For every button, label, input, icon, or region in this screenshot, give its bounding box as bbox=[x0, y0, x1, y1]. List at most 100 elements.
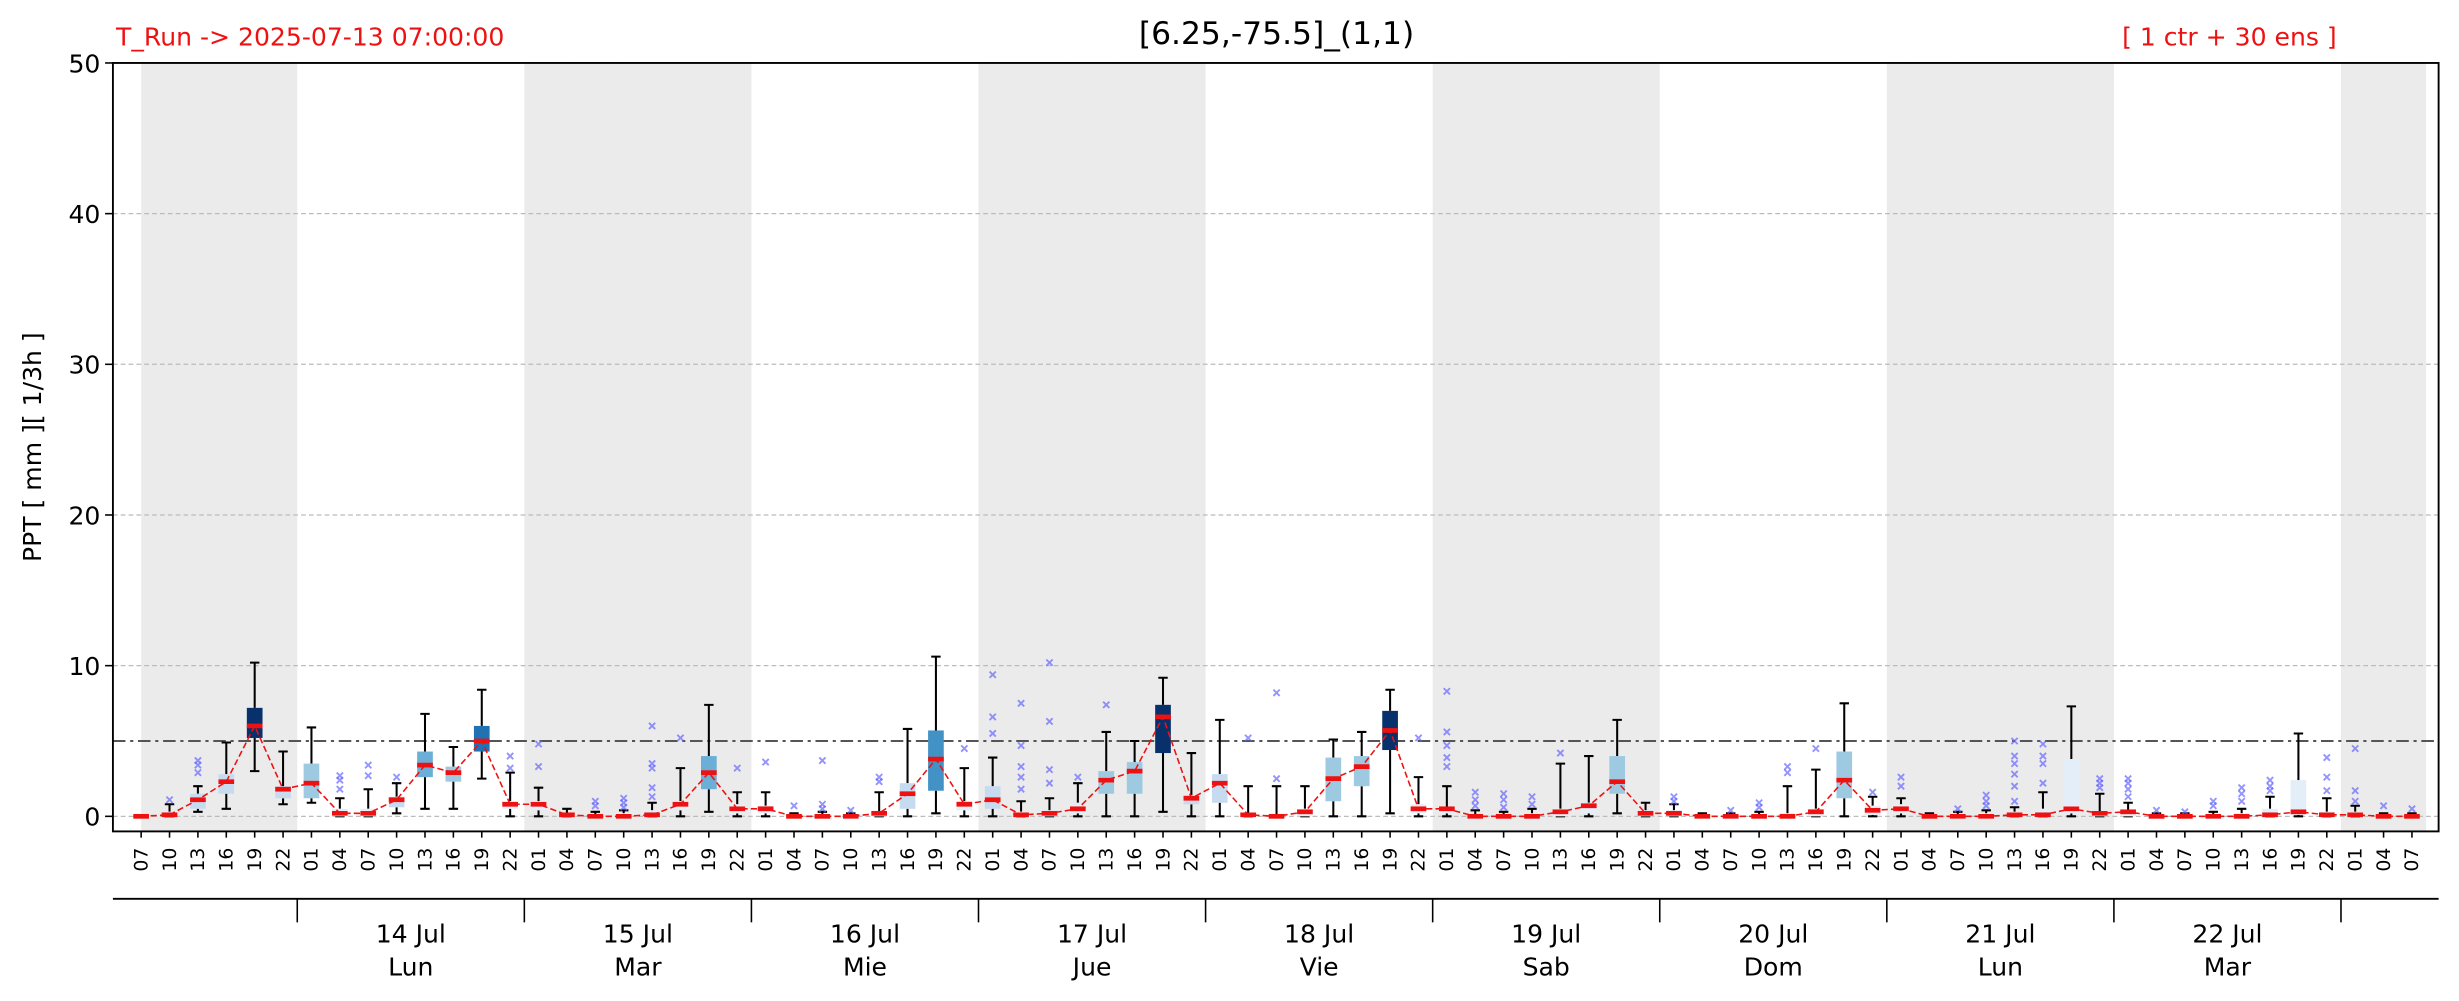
day-weekday: Dom bbox=[1744, 953, 1803, 982]
x-tick-label: 16 bbox=[217, 848, 238, 872]
whisker-low bbox=[760, 813, 771, 818]
whisker-high bbox=[1442, 785, 1452, 808]
x-tick-label: 13 bbox=[642, 848, 663, 872]
outlier bbox=[2010, 759, 2019, 768]
day-weekday: Mie bbox=[843, 953, 887, 982]
day-date: 19 Jul bbox=[1511, 920, 1581, 949]
x-tick-label: 10 bbox=[387, 848, 408, 872]
whisker-low bbox=[2293, 814, 2304, 818]
whisker-high bbox=[1129, 739, 1140, 763]
x-tick-label: 22 bbox=[1863, 848, 1884, 872]
x-tick-label: 10 bbox=[1976, 848, 1997, 872]
x-tick-label: 19 bbox=[1380, 848, 1401, 872]
box bbox=[246, 707, 263, 738]
whisker-high bbox=[675, 767, 686, 802]
y-tick-label: 0 bbox=[84, 803, 100, 832]
night-band bbox=[524, 62, 752, 832]
outlier bbox=[1272, 774, 1281, 783]
outlier bbox=[1017, 762, 1025, 771]
box bbox=[1211, 774, 1228, 803]
outlier bbox=[1528, 800, 1536, 809]
outlier bbox=[648, 722, 656, 730]
whisker-high bbox=[1158, 676, 1168, 705]
x-tick-label: 10 bbox=[2204, 848, 2225, 872]
outlier bbox=[1074, 773, 1082, 781]
outlier bbox=[336, 771, 344, 780]
whisker-low bbox=[448, 781, 459, 810]
whisker-high bbox=[1101, 730, 1111, 772]
x-tick-label: 13 bbox=[188, 848, 209, 872]
whisker-high bbox=[1640, 801, 1651, 811]
outlier bbox=[1982, 797, 1990, 806]
x-tick-label: 13 bbox=[1551, 848, 1572, 872]
whisker-low bbox=[533, 810, 544, 818]
outlier bbox=[988, 729, 997, 738]
x-tick-label: 07 bbox=[1948, 848, 1969, 872]
outlier bbox=[1443, 753, 1451, 762]
outlier bbox=[1045, 779, 1054, 787]
x-tick-label: 07 bbox=[358, 848, 379, 872]
x-tick-label: 01 bbox=[1210, 848, 1231, 872]
y-axis-label: PPT [ mm ][ 1/3h ] bbox=[18, 332, 47, 562]
whisker-high bbox=[1669, 803, 1679, 811]
whisker-low bbox=[1129, 793, 1140, 818]
outlier bbox=[165, 795, 174, 804]
x-tick-label: 07 bbox=[1040, 848, 1061, 872]
outlier bbox=[2124, 792, 2132, 801]
whisker-low bbox=[732, 813, 742, 818]
outlier bbox=[392, 773, 401, 781]
whisker-high bbox=[2322, 797, 2332, 812]
outlier bbox=[818, 756, 827, 765]
day-weekday: Lun bbox=[1978, 953, 2023, 982]
whisker-high bbox=[2038, 791, 2048, 809]
outlier bbox=[2095, 774, 2104, 783]
box bbox=[1609, 756, 1626, 794]
outlier bbox=[2266, 776, 2274, 784]
outlier bbox=[2010, 797, 2019, 806]
outlier bbox=[2010, 752, 2019, 760]
outlier bbox=[1045, 717, 1054, 726]
x-tick-label: 16 bbox=[1125, 848, 1146, 872]
whisker-high bbox=[1271, 785, 1282, 815]
whisker-low bbox=[221, 793, 232, 810]
x-tick-label: 01 bbox=[302, 848, 323, 872]
outlier bbox=[846, 806, 855, 815]
whisker-high bbox=[2350, 804, 2360, 812]
whisker-high bbox=[1612, 718, 1622, 757]
x-tick-label: 22 bbox=[2090, 848, 2111, 872]
x-tick-label: 07 bbox=[1267, 848, 1288, 872]
whisker-high bbox=[2265, 795, 2275, 809]
whisker-low bbox=[1215, 802, 1225, 818]
x-tick-label: 04 bbox=[2147, 848, 2168, 872]
outlier bbox=[2408, 804, 2416, 813]
whisker-low bbox=[420, 777, 430, 810]
night-band bbox=[1432, 62, 1660, 832]
whisker-high bbox=[1867, 795, 1878, 806]
x-tick-label: 07 bbox=[131, 848, 152, 872]
whisker-high bbox=[335, 797, 345, 809]
whisker-high bbox=[505, 771, 515, 802]
day-weekday: Mar bbox=[2204, 953, 2252, 982]
outlier bbox=[1499, 803, 1508, 812]
whisker-low bbox=[2066, 813, 2077, 818]
whisker-high bbox=[1527, 807, 1537, 814]
whisker-low bbox=[278, 798, 288, 806]
plot-frame bbox=[111, 62, 2440, 833]
outlier bbox=[1272, 688, 1281, 697]
whisker-low bbox=[477, 751, 487, 780]
whisker-high bbox=[164, 803, 175, 812]
outlier bbox=[2322, 786, 2331, 795]
x-tick-label: 22 bbox=[1409, 848, 1430, 872]
whisker-high bbox=[2123, 801, 2133, 811]
x-tick-label: 13 bbox=[1097, 848, 1118, 872]
day-weekday: Mar bbox=[614, 953, 662, 982]
outlier bbox=[2379, 801, 2388, 810]
whisker-high bbox=[647, 801, 657, 811]
whisker-high bbox=[193, 785, 203, 794]
x-tick-label: 13 bbox=[1324, 848, 1345, 872]
outlier bbox=[1783, 768, 1792, 777]
x-tick-label: 19 bbox=[472, 848, 493, 872]
outlier bbox=[534, 762, 543, 771]
x-tick-label: 07 bbox=[813, 848, 834, 872]
whisker-high bbox=[1300, 785, 1310, 809]
